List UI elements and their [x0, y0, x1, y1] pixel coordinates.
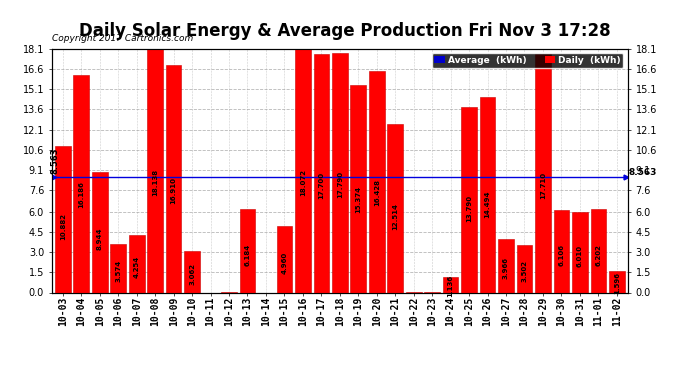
Text: 12.514: 12.514: [392, 203, 398, 230]
Bar: [535, 54, 551, 292]
Text: 6.184: 6.184: [244, 244, 250, 266]
Text: 14.494: 14.494: [484, 191, 491, 218]
Text: 18.072: 18.072: [300, 170, 306, 196]
Bar: [480, 97, 495, 292]
Legend: Average  (kWh), Daily  (kWh): Average (kWh), Daily (kWh): [431, 53, 623, 68]
Text: 6.010: 6.010: [577, 245, 583, 267]
Text: 16.186: 16.186: [78, 181, 84, 208]
Text: 1.136: 1.136: [448, 274, 453, 297]
Bar: [591, 209, 607, 292]
Bar: [129, 235, 144, 292]
Bar: [295, 49, 310, 292]
Bar: [443, 277, 458, 292]
Bar: [572, 211, 588, 292]
Bar: [553, 210, 569, 292]
Text: 4.960: 4.960: [282, 251, 288, 274]
Text: 10.882: 10.882: [60, 213, 66, 240]
Bar: [332, 53, 348, 292]
Text: 3.574: 3.574: [115, 260, 121, 282]
Text: 3.062: 3.062: [189, 263, 195, 285]
Text: 17.790: 17.790: [337, 171, 343, 198]
Text: 8.563: 8.563: [50, 148, 59, 174]
Bar: [184, 251, 200, 292]
Text: 8.944: 8.944: [97, 227, 103, 249]
Text: 15.374: 15.374: [355, 186, 362, 213]
Bar: [92, 172, 108, 292]
Bar: [351, 86, 366, 292]
Text: 3.966: 3.966: [503, 258, 509, 279]
Bar: [461, 107, 477, 292]
Text: 4.254: 4.254: [134, 256, 139, 278]
Text: 8.563: 8.563: [629, 168, 657, 177]
Text: 18.138: 18.138: [152, 169, 158, 196]
Bar: [110, 244, 126, 292]
Text: 13.790: 13.790: [466, 195, 472, 222]
Text: 16.910: 16.910: [170, 177, 177, 204]
Bar: [147, 48, 163, 292]
Bar: [387, 124, 403, 292]
Bar: [609, 271, 624, 292]
Bar: [369, 71, 384, 292]
Bar: [166, 65, 181, 292]
Bar: [517, 245, 533, 292]
Text: 17.700: 17.700: [318, 172, 324, 199]
Text: 1.596: 1.596: [614, 272, 620, 294]
Text: Copyright 2017 Cartronics.com: Copyright 2017 Cartronics.com: [52, 34, 193, 43]
Text: 3.502: 3.502: [522, 260, 527, 282]
Bar: [498, 239, 514, 292]
Bar: [239, 209, 255, 292]
Text: 17.710: 17.710: [540, 172, 546, 199]
Text: Daily Solar Energy & Average Production Fri Nov 3 17:28: Daily Solar Energy & Average Production …: [79, 22, 611, 40]
Text: 16.428: 16.428: [374, 180, 380, 207]
Text: 6.106: 6.106: [558, 244, 564, 267]
Text: 6.202: 6.202: [595, 244, 602, 266]
Bar: [55, 146, 70, 292]
Bar: [277, 226, 293, 292]
Bar: [73, 75, 89, 292]
Bar: [313, 54, 329, 292]
